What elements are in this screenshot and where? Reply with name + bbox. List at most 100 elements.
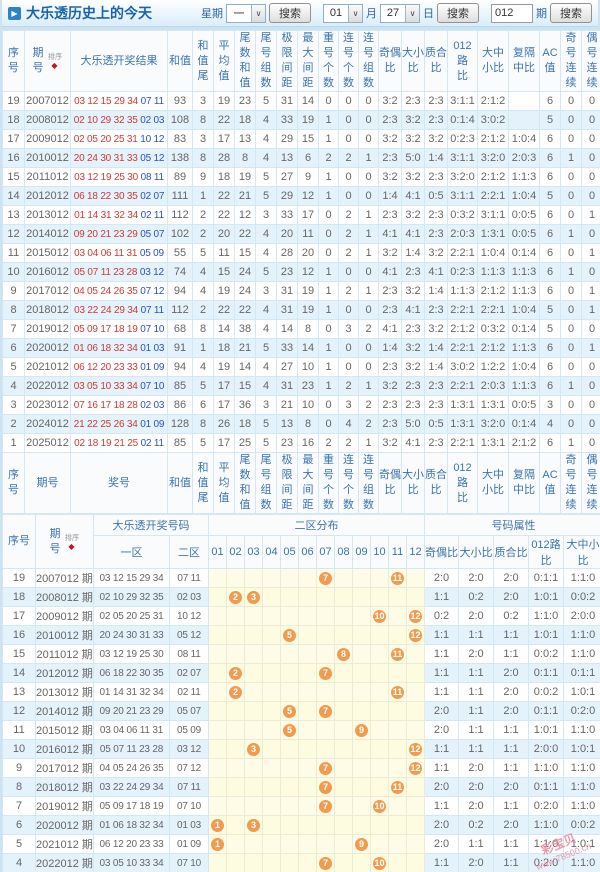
stat-cell: 0: [560, 110, 582, 130]
attr-cell: 0:1:1: [528, 663, 564, 683]
stat-cell: 0: [560, 129, 582, 149]
back-number-ball: 2: [229, 685, 242, 699]
zone-dist-cell: [388, 625, 407, 645]
weekday-label: 星期: [201, 8, 223, 20]
attr-cell: 1:1: [458, 720, 494, 740]
day-label: 日: [423, 8, 434, 20]
zone-dist-cell: [262, 796, 281, 816]
stat-cell: 1:4: [401, 243, 425, 263]
stat-cell: 1: [560, 433, 582, 453]
stat-cell: 0:0:5: [508, 224, 540, 244]
stat-cell: 9: [297, 167, 319, 187]
stat-cell: 3:2: [378, 243, 402, 263]
stat-cell: 1: [318, 338, 339, 358]
zone2-numbers-cell: 10 12: [169, 606, 209, 626]
stat-cell: 0: [358, 129, 379, 149]
period-label-line1: 期: [32, 47, 44, 59]
stat-cell: 2:3: [401, 91, 425, 111]
stat-cell: 0: [560, 205, 582, 225]
stat-cell: 18: [234, 414, 256, 434]
front-zone-numbers: 02 18 19 21 25: [74, 437, 139, 449]
back-number-ball: 10: [373, 609, 386, 623]
back-zone-numbers: 07 12: [140, 285, 165, 297]
zone-dist-cell: [334, 739, 353, 759]
sort-control[interactable]: 排序 ◆: [47, 52, 63, 70]
zone-dist-cell: [334, 815, 353, 835]
zone-dist-cell: [208, 644, 227, 664]
zone-dist-cell: [244, 777, 263, 797]
zone1-numbers-cell: 06 12 20 23 33: [93, 834, 170, 854]
weekday-search-button[interactable]: 搜索: [269, 3, 311, 23]
stat-cell: 27: [276, 167, 298, 187]
seq-cell: 9: [2, 281, 25, 301]
day-select[interactable]: 27 ∨: [380, 3, 420, 23]
issue-input[interactable]: [491, 3, 533, 23]
stat-cell: 0:1:4: [508, 414, 540, 434]
stat-cell: 0: [338, 186, 359, 206]
zone-dist-cell: [352, 701, 371, 721]
month-select[interactable]: 01 ∨: [323, 3, 363, 23]
seq-cell: 8: [2, 777, 36, 797]
zone-dist-cell: [244, 625, 263, 645]
distribution-row: 9 2017012 期 04 05 24 26 35 07 12 7 12 1:1 2:0 1:…: [2, 758, 600, 778]
col-stat-13: 012路比: [447, 30, 478, 92]
weekday-select[interactable]: 一 ∨: [226, 3, 266, 23]
stat-cell: 2:1:2: [477, 167, 509, 187]
stat-cell: 21: [276, 395, 298, 415]
stat-cell: 29: [276, 186, 298, 206]
sort-control[interactable]: 排序 ◆: [64, 533, 80, 551]
attr-cell: 1:1:0: [528, 815, 564, 835]
stat-cell: 5: [255, 262, 277, 282]
back-number-ball: 11: [391, 780, 404, 794]
zone1-numbers-cell: 05 07 11 23 28: [93, 739, 170, 759]
stat-cell: 3:2: [378, 433, 402, 453]
period-cell: 2019012 期: [35, 796, 94, 816]
stat-cell: 91: [167, 338, 193, 358]
stat-cell: 33: [276, 205, 298, 225]
stat-cell: 6: [539, 262, 561, 282]
stat-cell: 111: [167, 186, 193, 206]
zone-dist-cell: [208, 853, 227, 872]
zone-dist-cell: [406, 796, 425, 816]
zone-dist-cell: 7: [316, 568, 335, 588]
col-num-04: 04: [262, 535, 281, 569]
zone-dist-cell: [406, 834, 425, 854]
history-row: 7 2019012 05 09 17 18 19 07 10 68 8 14 38 4 14 8 0…: [2, 319, 600, 339]
stat-cell: 2:3: [378, 110, 402, 130]
stat-cell: 2:3: [378, 300, 402, 320]
stat-cell: 0: [581, 129, 600, 149]
attr-cell: 1:1:0: [563, 625, 600, 645]
draw-result-cell: 20 24 30 31 33 05 12: [70, 148, 168, 168]
zone-dist-cell: [208, 682, 227, 702]
zone-dist-cell: [262, 777, 281, 797]
attr-cell: 0:2: [458, 587, 494, 607]
zone1-numbers-cell: 20 24 30 31 33: [93, 625, 170, 645]
stat-cell: 18: [213, 338, 235, 358]
period-cell: 2007012 期: [35, 568, 94, 588]
stat-cell: 1:3:1: [477, 224, 509, 244]
stat-cell: 1:2:2: [477, 357, 509, 377]
stat-cell: 4: [255, 110, 277, 130]
stat-cell: 1:3:1: [447, 395, 478, 415]
zone-dist-cell: [244, 682, 263, 702]
period-cell: 2014012 期: [35, 701, 94, 721]
stat-cell: 24: [234, 262, 256, 282]
zone-dist-cell: 12: [406, 739, 425, 759]
back-number-ball: 2: [229, 666, 242, 680]
stat-cell: 0: [358, 300, 379, 320]
date-search-button[interactable]: 搜索: [437, 3, 479, 23]
stat-cell: 1: [581, 205, 600, 225]
attr-cell: 0:1:1: [563, 663, 600, 683]
stat-cell: 5: [255, 414, 277, 434]
period-label-line1: 期: [49, 527, 61, 540]
front-zone-numbers: 09 20 21 23 29: [73, 228, 138, 240]
issue-search-button[interactable]: 搜索: [550, 3, 592, 23]
zone1-numbers-cell: 05 09 17 18 19: [93, 796, 170, 816]
stat-cell: 2:3: [424, 110, 448, 130]
stat-cell: 2:3: [424, 167, 448, 187]
zone-dist-cell: [208, 720, 227, 740]
stat-cell: 2: [318, 433, 339, 453]
attr-cell: 2:0: [424, 701, 459, 721]
stat-cell: 5: [539, 300, 561, 320]
stat-cell: 1:4: [424, 357, 448, 377]
